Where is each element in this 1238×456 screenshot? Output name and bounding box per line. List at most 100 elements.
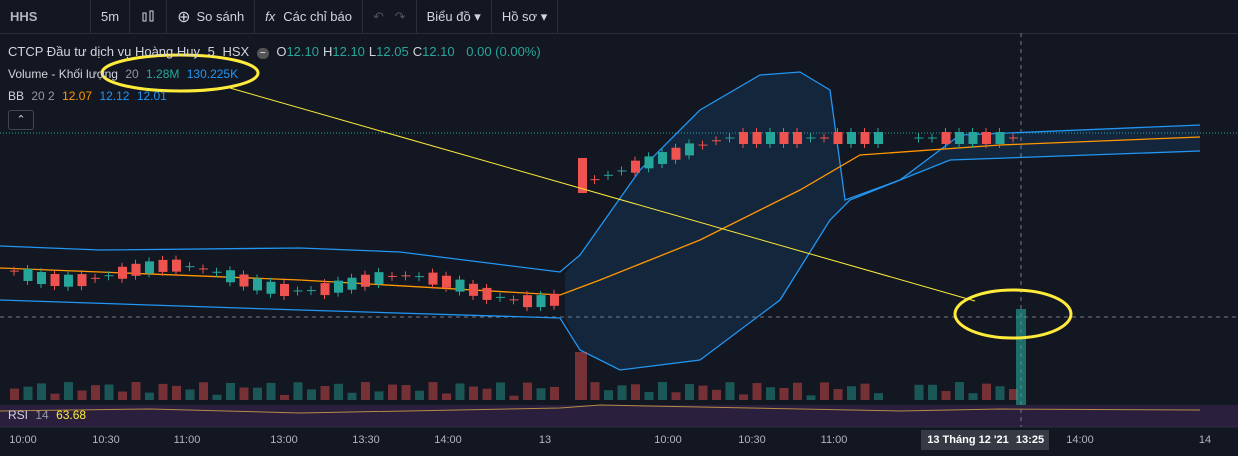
compare-button[interactable]: ⊕ So sánh [167,0,256,33]
bb-lower [0,150,1201,371]
candle-body [982,132,991,144]
volume-bar [779,387,789,400]
volume-name: Volume - Khối lượng [8,67,118,81]
volume-bar [833,389,843,400]
volume-bar [644,391,654,400]
symbol[interactable]: HHS [0,0,91,33]
candle-body [671,147,681,160]
bb-lower-value: 12.01 [136,89,167,103]
volume-bar [523,382,532,400]
volume-bar [806,395,816,400]
volume-bar [536,388,546,400]
volume-bar [698,385,708,400]
volume-ma: 130.225K [186,67,239,81]
candles [10,128,1018,312]
candle-body [482,287,492,300]
volume-bar [928,384,937,400]
candle-body [644,156,654,169]
candle-body [469,283,478,296]
candle-body [293,290,303,292]
bb-legend: BB 20 2 12.07 12.12 12.01 [8,89,171,103]
candle-body [550,293,559,306]
candle-body [91,277,100,279]
volume-bar [23,386,33,400]
candle-body [347,277,357,290]
volume-bar [10,388,19,400]
bb-name: BB [8,89,25,103]
volume-bar [239,387,249,400]
candle-body [199,268,208,270]
candle-body [280,283,289,296]
candle-body [995,132,1005,144]
chart-type-icon[interactable] [130,0,168,33]
symbol-legend: CTCP Đầu tư dịch vụ Hoàng Huy 5 HSX − O1… [8,44,541,59]
candle-body [955,132,964,144]
rsi-legend: RSI 14 63.68 [8,408,90,422]
rsi-name: RSI [8,408,29,422]
profile-menu[interactable]: Hồ sơ ▾ [492,0,559,33]
collapse-button[interactable]: ⌃ [8,110,34,130]
volume-bar [50,393,60,400]
volume-bar [293,382,303,400]
candle-body [779,132,789,144]
time-label: 13:00 [270,434,298,446]
chart-menu[interactable]: Biểu đồ ▾ [417,0,492,33]
volume-bar [766,387,775,400]
change: 0.00 (0.00%) [466,44,541,59]
compare-label: So sánh [196,9,245,24]
candle-body [496,296,505,298]
undo-redo[interactable]: ↶ ↷ [363,0,417,33]
chart-label: Biểu đồ [426,9,471,24]
annotation-ellipse [100,53,260,93]
volume-bar [752,383,762,400]
legend-interval: 5 [207,44,215,59]
ohlc-value: 12.10 [286,44,319,59]
time-label: 10:00 [654,434,682,446]
time-label: 14 [1199,434,1211,446]
candle-body [145,261,154,274]
candle-body [374,272,384,285]
bb-basis [0,136,1201,296]
volume-bar [199,382,208,400]
volume-bar [307,389,316,400]
volume-bar [347,392,357,400]
bb-params: 20 2 [31,89,55,103]
volume-bar [1016,309,1026,405]
volume-bar [995,386,1005,400]
volume-bar [631,384,640,400]
ohlc: O12.10 H12.10 L12.05 C12.10 [276,44,458,59]
candle-body [752,132,762,144]
candle-body [914,137,924,139]
candle-body [212,271,222,273]
candle-body [578,158,587,193]
volume-bar [455,383,465,400]
volume-bar [64,382,73,400]
volume-bar [226,382,235,400]
toolbar: HHS 5m ⊕ So sánh fx Các chỉ báo ↶ ↷ Biểu đ… [0,0,1238,34]
volume-bar [725,382,735,400]
candle-body [766,132,775,144]
volume-bar [968,393,978,400]
time-label: 10:30 [92,434,120,446]
candle-body [685,143,694,156]
volume-length: 20 [125,67,139,81]
candle-body [428,272,438,285]
volume-bar [401,385,411,400]
volume-bar [145,392,154,400]
bb-upper-value: 12.12 [99,89,130,103]
ohlc-label: L [368,44,377,59]
volume-bar [320,386,330,400]
bb-basis-value: 12.07 [62,89,93,103]
volume-bar [77,390,87,400]
candle-body [928,137,937,139]
candle-body [590,179,600,181]
crosshair-label-bg [921,430,1049,450]
volume-bars [10,309,1026,405]
time-label: 13 [539,434,551,446]
indicators-button[interactable]: fx Các chỉ báo [255,0,363,33]
candle-body [307,290,316,292]
volume-bar [820,382,829,400]
candle-body [941,132,951,144]
interval[interactable]: 5m [91,0,131,33]
volume-bar [482,388,492,400]
